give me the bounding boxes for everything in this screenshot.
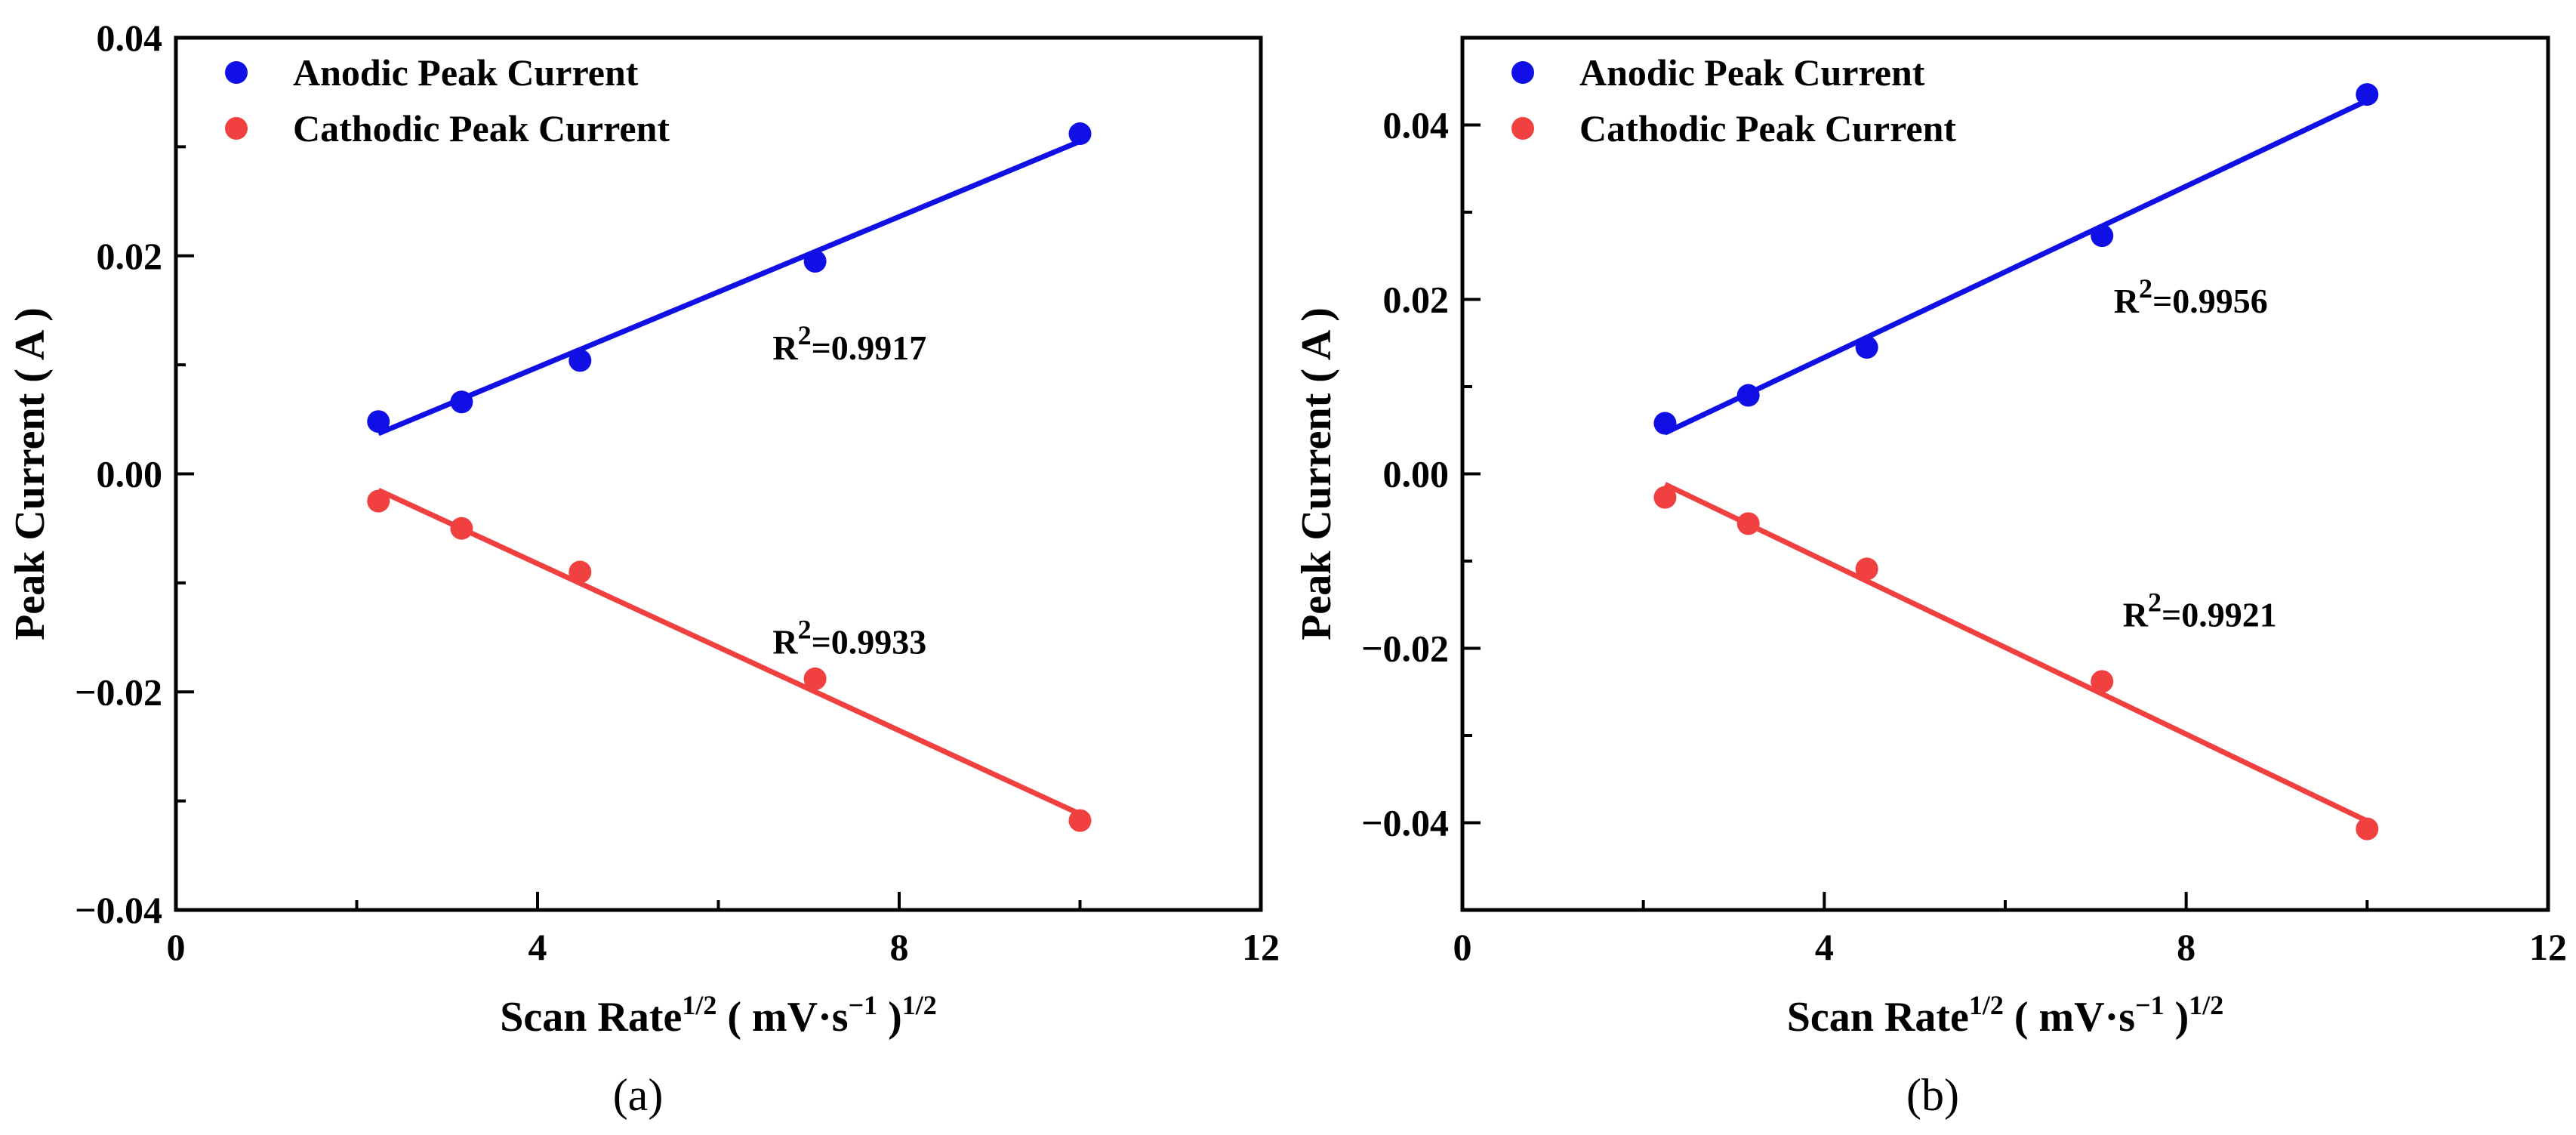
- panel-caption: (a): [613, 1070, 664, 1120]
- fit-line-anodic: [377, 138, 1081, 436]
- x-axis-title-unit_close: ): [877, 994, 902, 1041]
- y-tick-label: 0.02: [97, 235, 163, 277]
- fit-line-anodic: [1663, 97, 2368, 436]
- cathodic-data-point: [1855, 557, 1878, 581]
- cathodic-data-point: [569, 560, 592, 584]
- r2-symbol: R: [772, 328, 798, 367]
- y-axis-title: Peak Current ( A ): [1293, 307, 1340, 640]
- x-tick-label: 12: [1242, 926, 1280, 968]
- anodic-data-point: [1653, 412, 1677, 435]
- cathodic-data-point: [1653, 486, 1677, 509]
- plot-frame: [1460, 35, 2550, 912]
- r2-exponent: 2: [798, 615, 812, 645]
- r-squared-annotation: R2=0.9933: [772, 615, 926, 662]
- x-axis-title-unit_close: ): [2165, 994, 2189, 1041]
- y-tick-label: −0.02: [1361, 628, 1449, 670]
- x-tick-label: 8: [2177, 926, 2195, 968]
- cathodic-data-point: [1068, 809, 1092, 832]
- r-squared-annotation: R2=0.9917: [772, 320, 926, 367]
- anodic-data-point: [803, 249, 827, 273]
- y-axis-title: Peak Current ( A ): [7, 307, 54, 640]
- y-tick-label: −0.02: [75, 671, 162, 713]
- legend-marker-anodic: [225, 61, 248, 84]
- chart-panel-2: 0 4 8 12 −0.04 −0.02 0.00 0.02 0.04 Peak Current …: [1293, 35, 2567, 1120]
- x-axis-title-sup1: 1/2: [1969, 990, 2004, 1020]
- x-axis-title-sup2: −1: [849, 990, 878, 1020]
- x-axis-title-unit_open: ( mV·s: [716, 994, 848, 1041]
- r2-exponent: 2: [798, 320, 812, 350]
- legend-marker-cathodic: [225, 117, 248, 140]
- anodic-data-point: [450, 390, 473, 414]
- r2-symbol: R: [2123, 596, 2149, 634]
- r-squared-annotation: R2=0.9956: [2114, 273, 2268, 320]
- x-axis-title: Scan Rate1/2 ( mV·s−1 )1/2: [1787, 990, 2224, 1041]
- y-tick-label: 0.04: [97, 17, 163, 59]
- anodic-data-point: [1736, 384, 1760, 407]
- y-tick-label: −0.04: [1361, 802, 1449, 844]
- anodic-data-point: [569, 349, 592, 372]
- legend-marker-anodic: [1511, 61, 1534, 84]
- r2-value: =0.9933: [812, 623, 927, 662]
- cathodic-data-point: [367, 489, 390, 513]
- x-tick-label: 4: [1815, 926, 1834, 968]
- x-axis-title-main: Scan Rate: [500, 994, 682, 1041]
- y-tick-label: 0.02: [1383, 279, 1450, 321]
- r2-value: =0.9917: [812, 328, 927, 367]
- x-tick-label: 8: [890, 926, 909, 968]
- anodic-data-point: [1068, 122, 1092, 146]
- x-axis-title-sup3: 1/2: [902, 990, 937, 1020]
- anodic-data-point: [2091, 224, 2114, 248]
- y-tick-label: 0.04: [1383, 104, 1450, 147]
- cathodic-data-point: [450, 517, 473, 540]
- y-tick-label: 0.00: [97, 453, 163, 495]
- legend-label-anodic: Anodic Peak Current: [1579, 51, 1925, 94]
- r2-symbol: R: [2114, 282, 2140, 320]
- cathodic-data-point: [2356, 817, 2379, 840]
- legend-label-cathodic: Cathodic Peak Current: [1579, 107, 1956, 150]
- x-axis-title-sup1: 1/2: [682, 990, 716, 1020]
- x-axis-title-sup2: −1: [2135, 990, 2165, 1020]
- x-tick-label: 0: [1453, 926, 1472, 968]
- cathodic-data-point: [2091, 670, 2114, 693]
- plot-frame: [174, 35, 1263, 912]
- y-tick-label: 0.00: [1383, 453, 1450, 495]
- x-tick-label: 12: [2529, 926, 2567, 968]
- anodic-data-point: [367, 410, 390, 433]
- cathodic-data-point: [803, 667, 827, 690]
- cathodic-data-point: [1736, 512, 1760, 535]
- x-axis-title-sup3: 1/2: [2189, 990, 2223, 1020]
- fit-line-cathodic: [377, 487, 1081, 817]
- legend-label-cathodic: Cathodic Peak Current: [293, 107, 670, 150]
- r-squared-annotation: R2=0.9921: [2123, 588, 2277, 634]
- anodic-data-point: [1855, 336, 1878, 359]
- panel-caption: (b): [1906, 1070, 1959, 1120]
- r2-exponent: 2: [2139, 273, 2152, 304]
- x-tick-label: 4: [528, 926, 547, 968]
- x-tick-label: 0: [167, 926, 186, 968]
- fit-line-cathodic: [1663, 482, 2368, 824]
- r2-value: =0.9921: [2162, 596, 2277, 634]
- r2-symbol: R: [772, 623, 798, 662]
- anodic-data-point: [2356, 83, 2379, 106]
- r2-value: =0.9956: [2152, 282, 2268, 320]
- x-axis-title: Scan Rate1/2 ( mV·s−1 )1/2: [500, 990, 937, 1041]
- y-tick-label: −0.04: [75, 889, 162, 931]
- r2-exponent: 2: [2148, 588, 2162, 618]
- x-axis-title-unit_open: ( mV·s: [2004, 994, 2135, 1041]
- legend-marker-cathodic: [1511, 117, 1534, 140]
- legend-label-anodic: Anodic Peak Current: [293, 51, 639, 94]
- x-axis-title-main: Scan Rate: [1787, 994, 1969, 1041]
- chart-panel-1: 0 4 8 12 −0.04 −0.02 0.00 0.02 0.04 Peak Current …: [7, 17, 1280, 1120]
